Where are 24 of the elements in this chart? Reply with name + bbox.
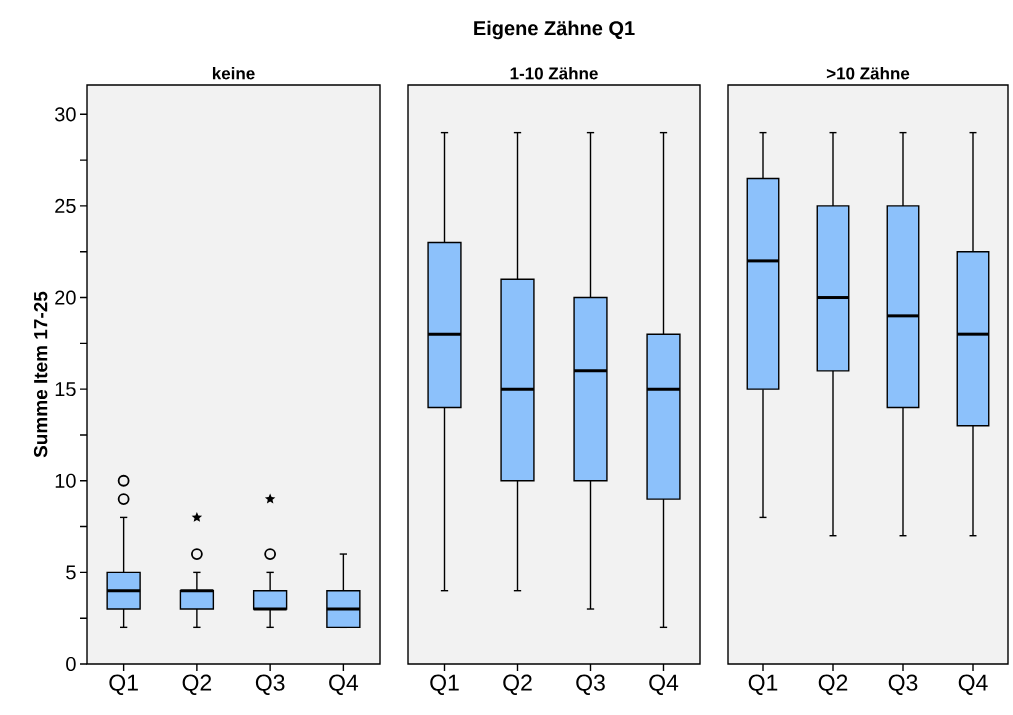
x-tick-label: Q1 [748, 674, 778, 695]
x-tick-label: Q2 [182, 674, 212, 695]
y-tick-label: 0 [66, 656, 76, 672]
y-tick-label: 5 [66, 565, 76, 580]
y-tick-label: 30 [55, 107, 76, 122]
x-tick-label: Q1 [430, 674, 459, 695]
y-tick-label: 10 [55, 473, 76, 488]
y-tick-label: 25 [55, 198, 76, 213]
x-tick-label: Q3 [255, 674, 285, 695]
chart-subtitle: >10 Zähne [826, 66, 910, 80]
chart-title: Eigene Zähne Q1 [474, 20, 635, 40]
y-tick-label: 15 [55, 382, 76, 397]
x-tick-label: Q4 [329, 674, 359, 695]
x-tick-label: Q2 [818, 674, 848, 695]
x-tick-label: Q3 [576, 674, 605, 695]
x-tick-label: Q3 [888, 674, 918, 695]
y-tick-label: 20 [55, 290, 76, 305]
chart-subtitle: keine [212, 66, 255, 80]
x-tick-label: Q2 [503, 674, 532, 695]
chart-subtitle: 1-10 Zähne [510, 66, 598, 80]
x-tick-label: Q1 [109, 674, 138, 695]
x-tick-label: Q4 [649, 674, 679, 695]
x-tick-label: Q4 [958, 674, 988, 695]
y-axis-title: Summe Item 17-25 [33, 291, 48, 458]
